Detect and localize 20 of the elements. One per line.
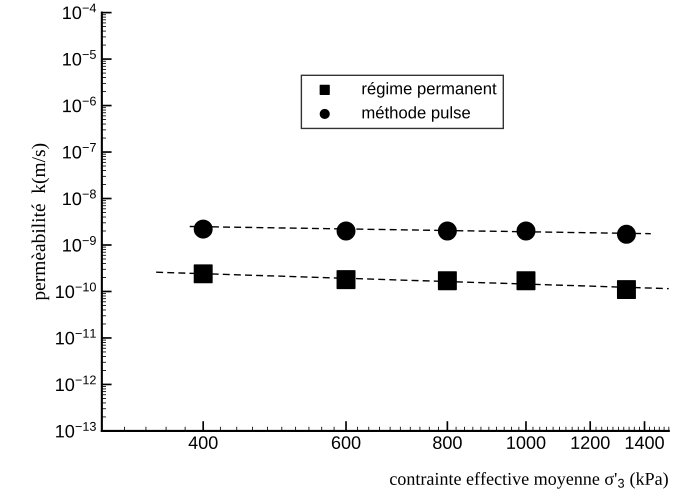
y-tick-label: 10$^{−7}$ [63,143,96,159]
y-tick-label: 10$^{−6}$ [63,96,96,112]
x-tick-label: 1200 [572,436,610,450]
y-tick-label: 10$^{−8}$ [63,190,96,206]
legend-label: régime permanent [362,82,497,98]
x-tick-label: 1000 [507,436,546,450]
y-tick-label: 10$^{−13}$ [56,422,96,438]
x-axis-title: contrainte effective moyenne σ'$_{3}$ (kPa) [390,472,668,489]
x-tick-label: 800 [433,436,462,450]
x-tick-label: 1400 [626,436,664,450]
y-tick-label: 10$^{−12}$ [56,375,96,392]
y-tick-label: 10$^{−9}$ [63,236,96,252]
y-tick-label: 10$^{−11}$ [56,328,96,345]
legend-label: méthode pulse [362,106,470,122]
y-tick-label: 10$^{−4}$ [63,4,96,20]
y-tick-label: 10$^{−5}$ [63,50,96,66]
y-axis-title: permèabilité k(m/s) [32,144,50,300]
x-tick-label: 600 [332,436,360,450]
x-tick-label: 400 [188,436,218,450]
y-tick-label: 10$^{−10}$ [56,282,96,298]
